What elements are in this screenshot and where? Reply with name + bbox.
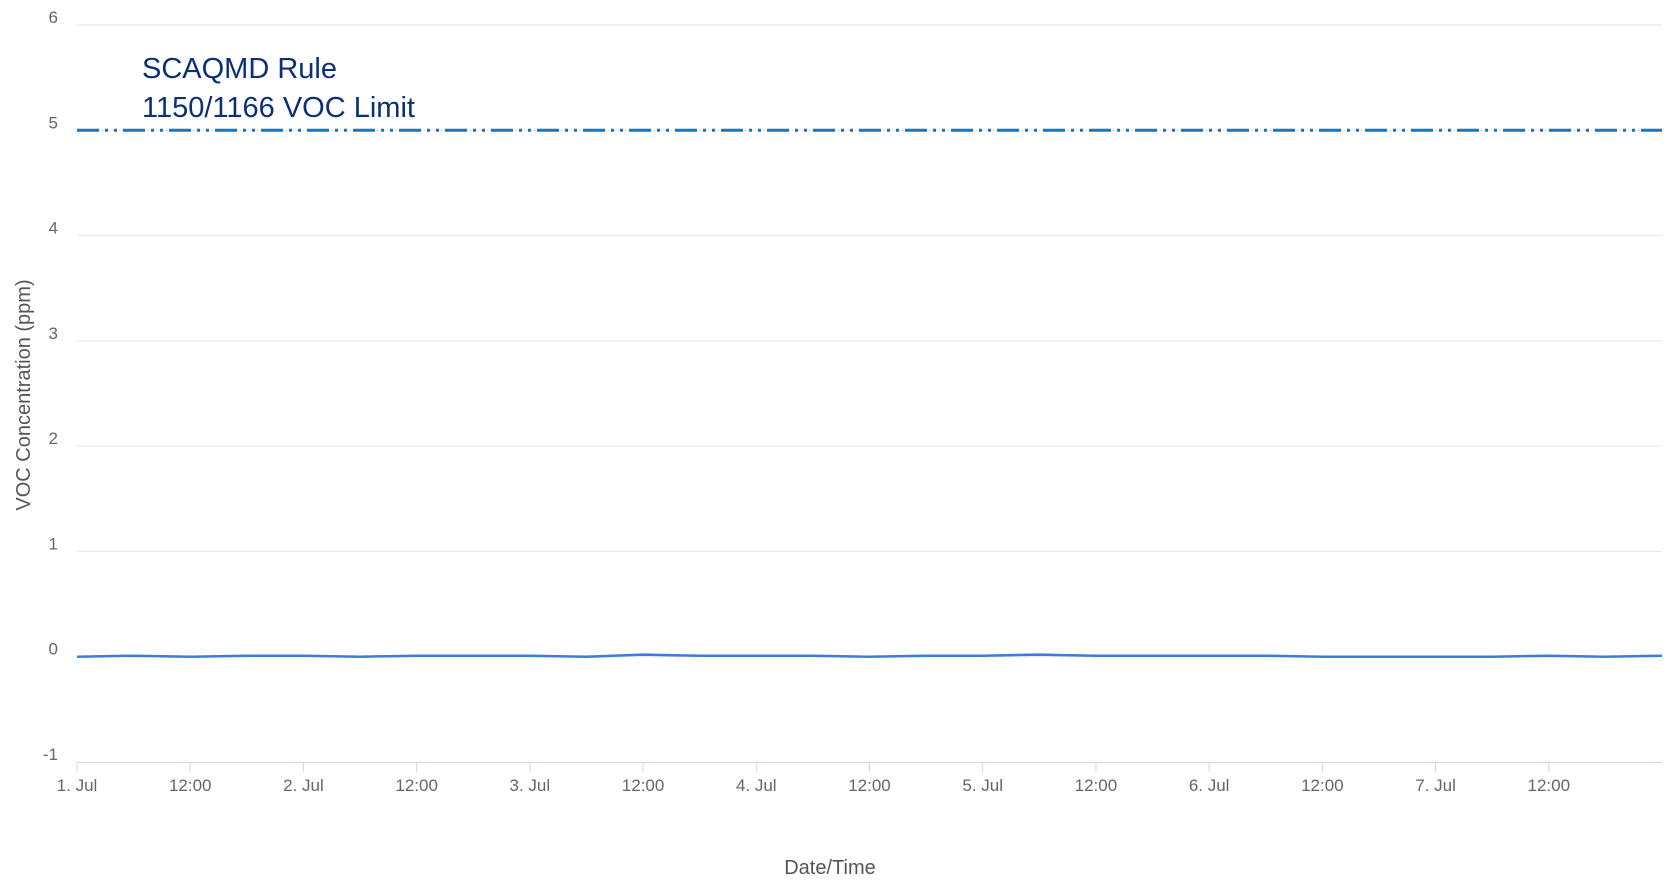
y-tick-label: 3 — [49, 324, 58, 343]
x-axis-title: Date/Time — [784, 857, 876, 879]
y-axis-ticks: -1 0 1 2 3 4 5 6 — [43, 8, 58, 764]
y-tick-label: 6 — [49, 8, 58, 27]
limit-annotation-line-2: 1150/1166 VOC Limit — [142, 92, 415, 124]
x-tick-label: 6. Jul — [1189, 776, 1230, 795]
y-tick-label: 1 — [49, 534, 58, 553]
x-tick-label: 3. Jul — [510, 776, 551, 795]
x-tick-label: 12:00 — [169, 776, 212, 795]
x-tick-label: 12:00 — [848, 776, 891, 795]
x-tick-label: 12:00 — [1301, 776, 1344, 795]
x-tick-label: 4. Jul — [736, 776, 777, 795]
x-tick-label: 12:00 — [622, 776, 665, 795]
y-tick-label: 0 — [49, 640, 58, 659]
x-axis-ticks: 1. Jul 12:00 2. Jul 12:00 3. Jul 12:00 4. Jul 1… — [57, 762, 1570, 795]
voc-series-line — [76, 653, 1663, 658]
x-tick-label: 7. Jul — [1415, 776, 1456, 795]
x-tick-label: 5. Jul — [962, 776, 1003, 795]
y-tick-label: 5 — [49, 113, 58, 132]
x-tick-label: 12:00 — [395, 776, 438, 795]
x-tick-label: 1. Jul — [57, 776, 98, 795]
x-tick-label: 12:00 — [1528, 776, 1571, 795]
x-tick-label: 12:00 — [1075, 776, 1118, 795]
y-axis-title: VOC Concentration (ppm) — [13, 279, 35, 510]
y-tick-label: 2 — [49, 429, 58, 448]
limit-annotation-line-1: SCAQMD Rule — [142, 53, 337, 85]
x-tick-label: 2. Jul — [283, 776, 324, 795]
y-tick-label: 4 — [49, 219, 58, 238]
y-tick-label: -1 — [43, 745, 58, 764]
